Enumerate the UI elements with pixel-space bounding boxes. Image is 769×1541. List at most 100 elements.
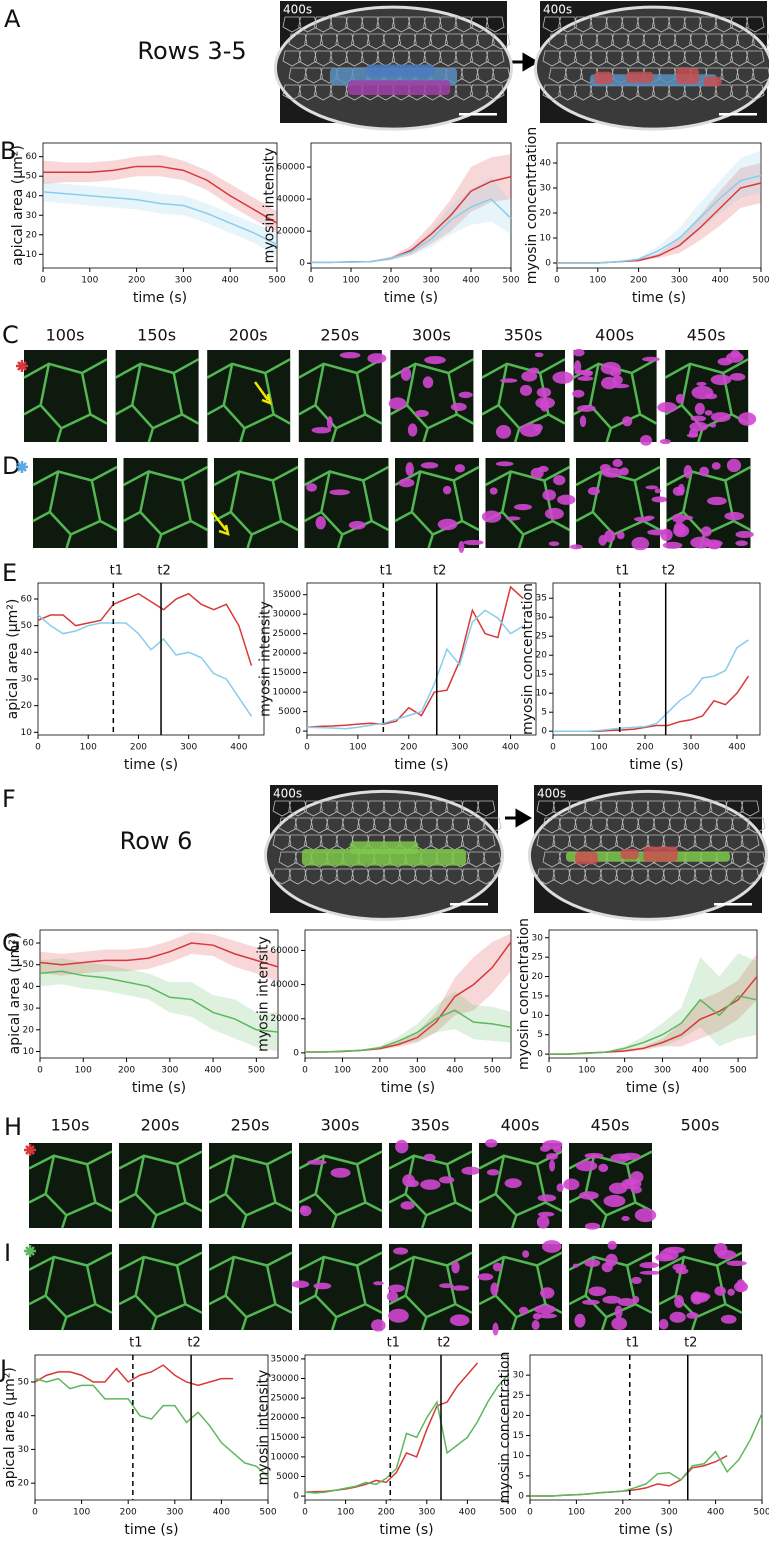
- y-tick-label: 20: [513, 1411, 525, 1421]
- myosin-blob: [707, 496, 727, 506]
- myosin-blob: [691, 385, 714, 400]
- myosin-blob: [659, 1248, 679, 1261]
- membrane: [388, 1251, 473, 1331]
- myosin-blob: [584, 1259, 601, 1268]
- error-band: [311, 154, 511, 263]
- microscopy-tile: [298, 350, 387, 443]
- membrane: [298, 1251, 383, 1331]
- x-tick-label: 400: [213, 1508, 230, 1518]
- plot-frame: [548, 929, 758, 1059]
- time-label: 350s: [411, 1116, 450, 1135]
- time-label: 450s: [687, 326, 726, 345]
- panel-title: Rows 3-5: [137, 37, 246, 65]
- microscopy-tile: [303, 458, 390, 549]
- myosin-blob: [631, 536, 650, 551]
- series-line: [39, 970, 279, 1033]
- membrane: [208, 1150, 293, 1229]
- x-tick-label: 100: [578, 1066, 595, 1076]
- myosin-blob: [481, 510, 502, 523]
- myosin-blob: [534, 352, 544, 358]
- myosin-blob: [688, 428, 699, 438]
- myosin-blob: [727, 1288, 735, 1296]
- y-tick-label: 0: [537, 1050, 543, 1060]
- myosin-blob: [370, 1319, 386, 1332]
- myosin-blob: [500, 378, 518, 383]
- error-band: [549, 953, 757, 1055]
- x-tick-label: 400: [459, 1508, 476, 1518]
- myosin-blob: [575, 1160, 598, 1172]
- microscopy-tile: [477, 1240, 563, 1336]
- x-tick-label: 200: [630, 276, 647, 286]
- event-label: t1: [380, 564, 393, 579]
- panel-letter: B: [0, 137, 16, 165]
- myosin-blob: [710, 412, 731, 422]
- x-tick-label: 200: [616, 1066, 633, 1076]
- x-axis-label: time (s): [381, 1080, 435, 1096]
- myosin-blob: [612, 459, 623, 468]
- microscopy-tile: [32, 458, 118, 549]
- myosin-blob: [720, 1314, 737, 1324]
- myosin-blob: [367, 353, 387, 364]
- error-band: [43, 182, 277, 257]
- myosin-blob: [531, 1319, 540, 1331]
- y-tick-label: 35000: [272, 590, 301, 600]
- y-tick-label: 10000: [272, 688, 301, 698]
- tile-bg: [485, 458, 570, 548]
- time-label: 250s: [320, 326, 359, 345]
- myosin-blob: [690, 415, 707, 422]
- myosin-blob: [537, 1194, 557, 1202]
- time-stamp: 400s: [283, 3, 312, 17]
- x-tick-label: 500: [502, 276, 519, 286]
- tile-bg: [115, 350, 199, 442]
- time-label: 150s: [51, 1116, 90, 1135]
- tile-bg: [207, 350, 291, 442]
- tile-bg: [29, 1143, 112, 1228]
- myosin-blob: [538, 465, 549, 473]
- myosin-blob: [557, 494, 576, 505]
- x-tick-label: 500: [484, 1066, 501, 1076]
- x-tick-label: 200: [371, 1066, 388, 1076]
- x-tick-label: 400: [230, 743, 247, 753]
- myosin-blob: [576, 404, 596, 412]
- y-tick-label: 35000: [270, 1354, 299, 1364]
- x-tick-label: 400: [204, 1066, 221, 1076]
- myosin-blob: [387, 1284, 405, 1293]
- error-band: [557, 163, 761, 263]
- myosin-blob: [699, 466, 710, 477]
- x-axis-label: time (s): [632, 290, 686, 306]
- myosin-blob: [414, 409, 429, 417]
- chart: 0 5000 10000 15000 20000 25000 30000 35000 0 100 2…: [256, 1336, 517, 1539]
- myosin-blob: [675, 393, 685, 404]
- y-tick-label: 30: [26, 211, 38, 221]
- tile-bg: [119, 1143, 202, 1228]
- y-tick-label: 15000: [272, 668, 301, 678]
- membrane: [23, 358, 108, 443]
- myosin-blob: [717, 357, 733, 366]
- myosin-blob: [600, 361, 621, 375]
- event-label: t1: [387, 1336, 400, 1351]
- x-tick-label: 100: [349, 743, 366, 753]
- tile-bg: [123, 458, 208, 548]
- myosin-blob: [489, 487, 498, 495]
- myosin-blob: [634, 1208, 657, 1223]
- myosin-blob: [535, 397, 555, 409]
- myosin-blob: [632, 1295, 640, 1304]
- y-tick-label: 0: [541, 727, 547, 737]
- myosin-blob: [659, 438, 672, 445]
- myosin-blob: [569, 544, 583, 550]
- myosin-blob: [605, 1253, 618, 1267]
- y-tick-label: 60: [21, 595, 33, 605]
- myosin-blob: [573, 348, 585, 357]
- membrane: [122, 465, 209, 549]
- myosin-blob: [607, 1240, 617, 1250]
- x-tick-label: 100: [80, 743, 97, 753]
- myosin-blob: [574, 1313, 586, 1328]
- tile-bg: [119, 1244, 202, 1330]
- chart: 0 5 10 15 20 25 30 35 0 100 200 300 400 time (s) myosi…: [520, 564, 761, 773]
- myosin-blob: [691, 1293, 709, 1303]
- y-tick-label: 60000: [276, 163, 305, 173]
- series-line: [37, 592, 253, 666]
- myosin-blob: [579, 415, 587, 428]
- myosin-blob: [639, 1270, 662, 1275]
